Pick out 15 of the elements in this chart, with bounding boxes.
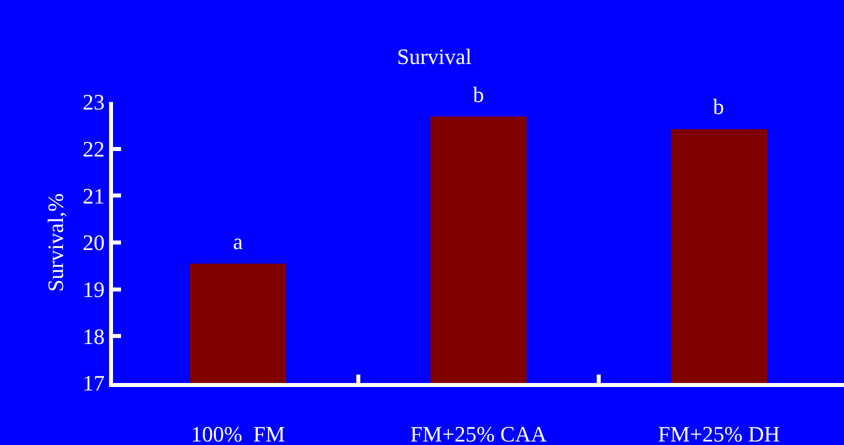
y-tick-label: 22 xyxy=(82,136,105,162)
annotation: b xyxy=(713,94,724,119)
y-tick-label: 17 xyxy=(82,370,105,396)
x-tick-label: FM+25% DH xyxy=(658,421,780,445)
y-tick-label: 20 xyxy=(82,230,105,256)
annotation: b xyxy=(473,82,484,107)
y-axis-title: Survival,% xyxy=(42,193,68,292)
x-tick-label: 100% FM xyxy=(190,421,286,445)
y-tick-label: 19 xyxy=(82,277,105,302)
y-tick-label: 23 xyxy=(82,90,105,115)
y-tick-label: 18 xyxy=(82,324,105,349)
y-tick-label: 21 xyxy=(82,183,105,208)
annotation: a xyxy=(233,229,243,254)
x-tick-label: FM+25% CAA xyxy=(410,421,547,445)
chart-title: Survival xyxy=(397,44,472,69)
